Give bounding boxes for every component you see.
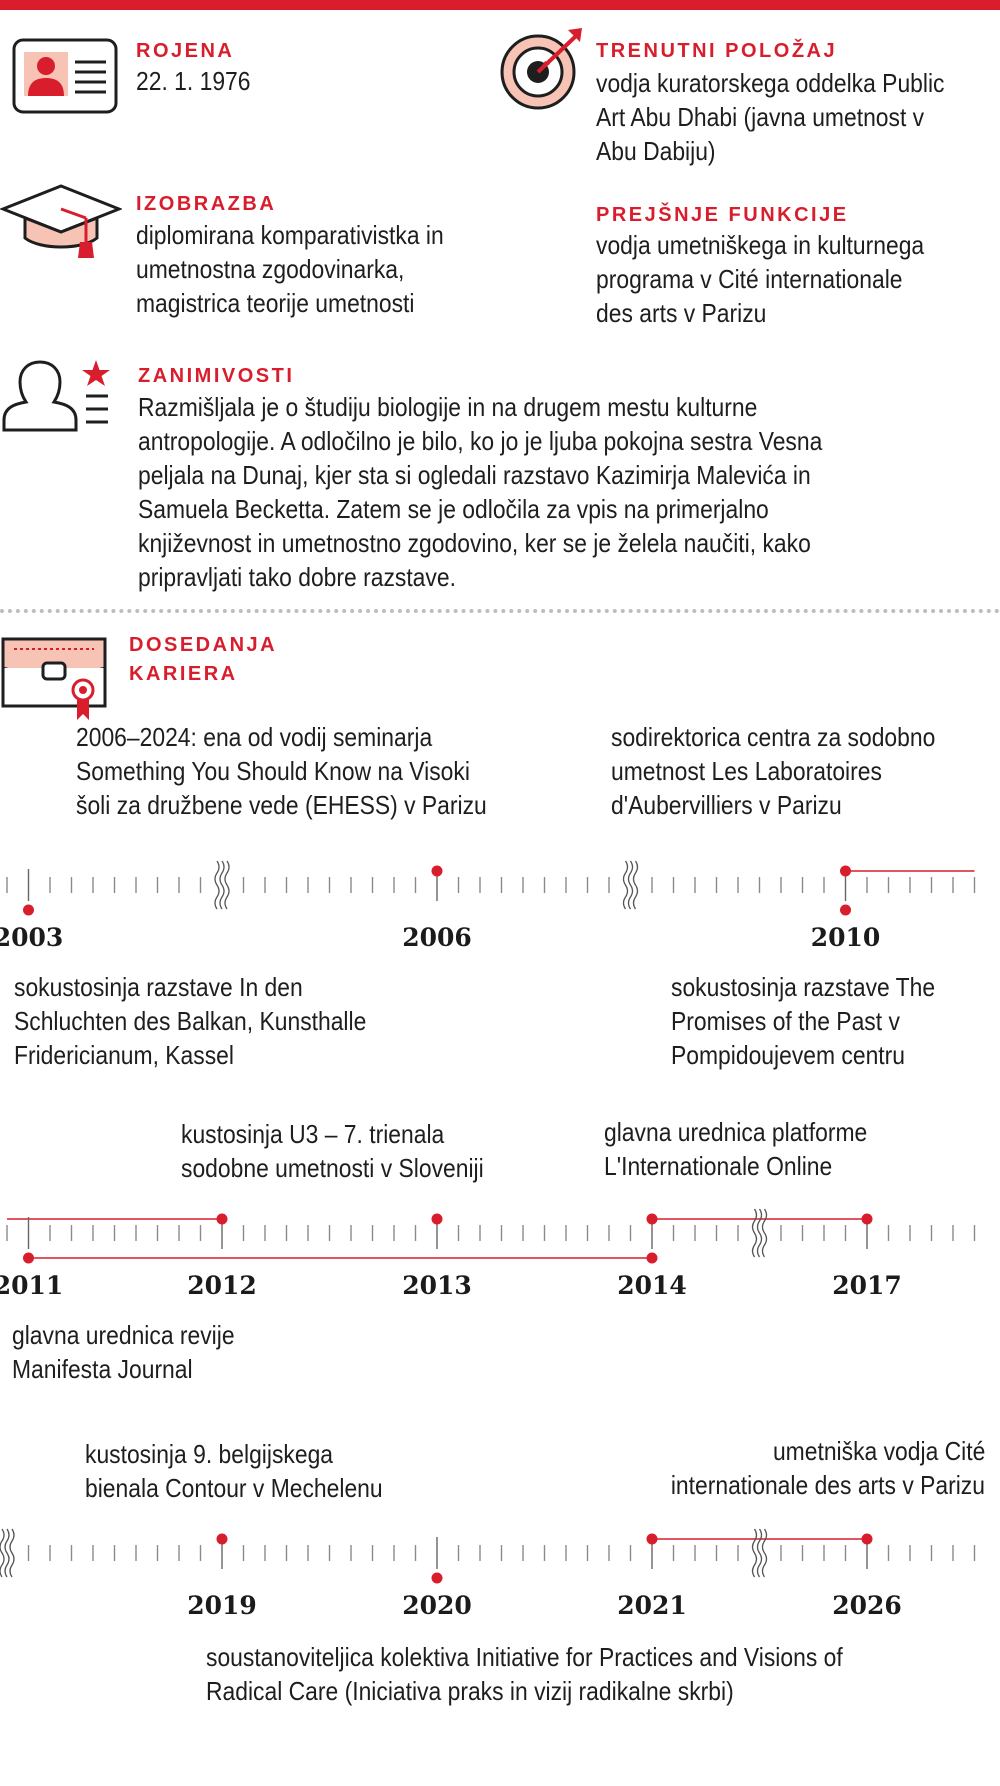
certificate-icon [1,637,107,720]
top-accent-bar [0,0,1000,10]
position-line: Abu Dabiju) [596,136,716,166]
timeline-year-label: 2011 [0,1271,63,1300]
career-event-text: Schluchten des Balkan, Kunsthalle [14,1006,367,1036]
position-label: TRENUTNI POLOŽAJ [596,40,838,62]
career-event-text: glavna urednica revije [12,1320,235,1350]
interests-line: književnost in umetnostno zgodovino, ker… [138,528,811,558]
career-event-text: sokustosinja razstave The [671,972,936,1002]
born-label: ROJENA [136,40,235,62]
career-event-text: sokustosinja razstave In den [14,972,303,1002]
education-line: umetnostna zgodovinarka, [136,254,405,284]
timeline-row-2: 2011 2012 2013 2014 2017 [0,1208,976,1300]
interests-line: Razmišljala je o študiju biologije in na… [138,392,758,422]
career-event-text: L'Internationale Online [604,1151,833,1181]
timeline-dot [431,1572,443,1584]
interests-line: pripravljati tako dobre razstave. [138,562,456,592]
timeline-dot [216,1533,228,1545]
id-card-icon [12,38,118,114]
timeline-break-mark [751,1208,768,1258]
target-icon [500,28,582,110]
timeline-year-label: 2026 [832,1591,902,1620]
previous-label: PREJŠNJE FUNKCIJE [596,204,849,226]
career-event-text: sodobne umetnosti v Sloveniji [181,1153,484,1183]
career-event-text: Fridericianum, Kassel [14,1040,234,1070]
timeline-year-label: 2006 [402,923,472,952]
position-line: Art Abu Dhabi (javna umetnost v [596,102,925,132]
career-event-text: Promises of the Past v [671,1006,900,1036]
timeline-dot [861,1213,873,1225]
interests-label: ZANIMIVOSTI [138,365,295,387]
interests-line: peljala na Dunaj, kjer sta si ogledali r… [138,460,811,490]
section-divider [0,609,1000,613]
career-event-text: sodirektorica centra za sodobno [611,722,936,752]
career-label: DOSEDANJA [129,634,278,656]
career-event-text: šoli za družbene vede (EHESS) v Parizu [76,790,487,820]
career-label: KARIERA [129,663,238,685]
interests-line: antropologije. A odločilno je bilo, ko j… [138,426,823,456]
education-line: diplomirana komparativistka in [136,220,444,250]
born-value: 22. 1. 1976 [136,66,251,96]
career-event-text: 2006–2024: ena od vodij seminarja [76,722,433,752]
timeline-year-label: 2017 [832,1271,902,1300]
timeline-year-label: 2020 [402,1591,472,1620]
timeline-dot [646,1533,658,1545]
career-event-text: kustosinja 9. belgijskega [85,1439,334,1469]
education-line: magistrica teorije umetnosti [136,288,415,318]
timeline-year-label: 2012 [187,1271,257,1300]
career-event-text: kustosinja U3 – 7. trienala [181,1119,445,1149]
previous-line: des arts v Parizu [596,298,767,328]
timeline-dot [646,1213,658,1225]
career-event-text: umetniška vodja Cité [772,1436,985,1466]
timeline-year-label: 2013 [402,1271,472,1300]
person-star-icon [2,360,110,432]
timeline-dot [23,904,34,916]
career-event-text: Manifesta Journal [12,1354,193,1384]
career-event-text: Radical Care (Iniciativa praks in vizij … [206,1676,734,1706]
education-label: IZOBRAZBA [136,193,277,215]
timeline-break-mark [214,860,230,910]
position-line: vodja kuratorskega oddelka Public [596,68,945,98]
timeline-year-label: 2010 [811,923,881,952]
timeline-break-mark [751,1528,768,1578]
timeline-dot [216,1213,228,1225]
career-event-text: glavna urednica platforme [604,1117,868,1147]
career-event-text: umetnost Les Laboratoires [611,756,882,786]
graduation-cap-icon [0,184,122,258]
timeline-dot [861,1533,873,1545]
previous-line: vodja umetniškega in kulturnega [596,230,925,260]
career-event-text: internationale des arts v Parizu [670,1470,985,1500]
career-event-text: Pompidoujevem centru [671,1040,906,1070]
timeline-year-label: 2003 [0,923,63,952]
timeline-year-label: 2021 [617,1591,687,1620]
timeline-year-label: 2014 [617,1271,687,1300]
timeline-break-mark [622,860,639,910]
timeline-dot [23,1252,34,1264]
timeline-break-mark [0,1528,15,1578]
timeline-dot [431,1213,443,1225]
career-event-text: soustanoviteljica kolektiva Initiative f… [206,1642,843,1672]
timeline-dot [646,1252,658,1264]
career-event-text: d'Aubervilliers v Parizu [611,790,842,820]
previous-line: programa v Cité internationale [596,264,903,294]
timeline-dot [840,904,851,916]
timeline-year-label: 2019 [187,1591,257,1620]
timeline-dot [431,865,443,877]
career-event-text: Something You Should Know na Visoki [76,756,470,786]
timeline-row-1: 2003 2006 2010 [0,860,976,952]
career-event-text: bienala Contour v Mechelenu [85,1473,383,1503]
timeline-row-3: 2019 2020 2021 2026 [0,1528,976,1620]
interests-line: Samuela Becketta. Zatem se je odločila z… [138,494,769,524]
timeline-dot [840,865,851,877]
